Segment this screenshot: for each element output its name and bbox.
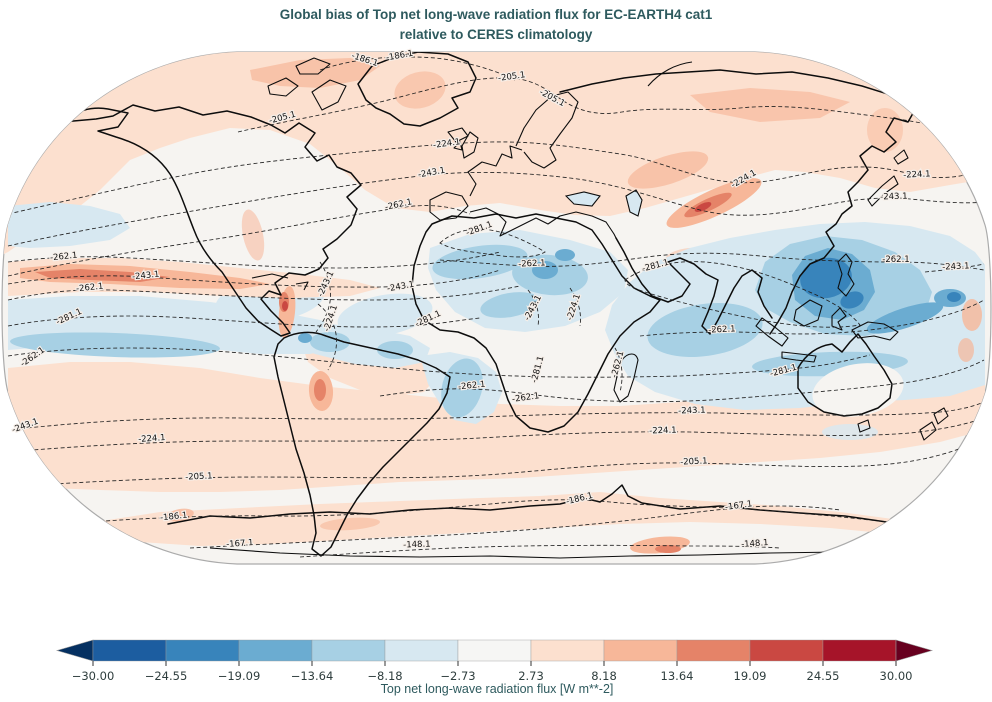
colorbar-segment [603,639,678,662]
contour-label: -148.1 [403,540,431,551]
contour-label: -148.1 [741,538,769,550]
contour-label: -224.1 [903,169,931,180]
coastlines [61,52,949,559]
colorbar-segment [92,639,167,662]
contour-label: -262.1 [511,391,540,405]
contour-label: -205.1 [680,456,708,467]
contour-label: -167.1 [226,538,254,550]
chart-title: Global bias of Top net long-wave radiati… [0,5,992,44]
colorbar-segment [822,639,897,662]
colorbar-tick-label: −8.18 [367,669,402,683]
colorbar-ticks: −30.00 −24.55 −19.09 −13.64 −8.18 −2.73 2.73 8.… [72,661,913,683]
contour-label: -243.1 [678,406,706,417]
colorbar-under-arrow [55,639,94,662]
colorbar-tick-label: −24.55 [145,669,188,683]
colorbar-segment [311,639,386,662]
contour-label: -262.1 [50,251,78,264]
colorbar-tick-label: −19.09 [218,669,261,683]
colorbar-label: Top net long-wave radiation flux [W m**-… [381,682,614,696]
colorbar-over-arrow [895,639,934,662]
contour-label: -262.1 [882,255,909,265]
contour-label: -205.1 [185,471,213,482]
contour-label: -224.1 [138,433,166,445]
colorbar-tick-label: 2.73 [518,669,544,683]
colorbar-tick-label: 8.18 [591,669,617,683]
colorbar-tick-label: −30.00 [72,669,115,683]
colorbar-segment [457,639,532,662]
colorbar-segment [384,639,459,662]
colorbar: −30.00 −24.55 −19.09 −13.64 −8.18 −2.73 2.73 8.… [55,639,934,696]
colorbar-segment [238,639,313,662]
colorbar-segment [530,639,605,662]
colorbar-tick-label: 19.09 [734,669,767,683]
chart-title-line2: relative to CERES climatology [399,26,593,42]
contour-label: -243.1 [942,261,970,272]
colorbar-tick-label: −2.73 [440,669,475,683]
contour-label: -262.1 [708,324,736,335]
contour-label: -262.1 [518,258,546,269]
colorbar-segment [749,639,824,662]
colorbar-segment [165,639,240,662]
contour-label: -186.1 [160,511,188,524]
chart-title-line1: Global bias of Top net long-wave radiati… [279,7,713,22]
world-map: -186.1 -186.1-205.1-205.1-205.1-224.1-243… [1,48,992,565]
colorbar-tick-label: −13.64 [291,669,334,683]
contour-label: -243.1 [132,270,160,283]
colorbar-tick-label: 13.64 [661,669,694,683]
contour-lines [7,56,985,558]
colorbar-tick-label: 24.55 [807,669,840,683]
contour-label: -243.1 [880,192,908,203]
contour-label: -262.1 [458,380,486,393]
contour-label: -224.1 [649,426,677,437]
bias-shading [2,52,991,554]
contour-label: -262.1 [76,282,104,295]
colorbar-tick-label: 30.00 [880,669,913,683]
colorbar-segments [55,639,934,662]
colorbar-segment [676,639,751,662]
